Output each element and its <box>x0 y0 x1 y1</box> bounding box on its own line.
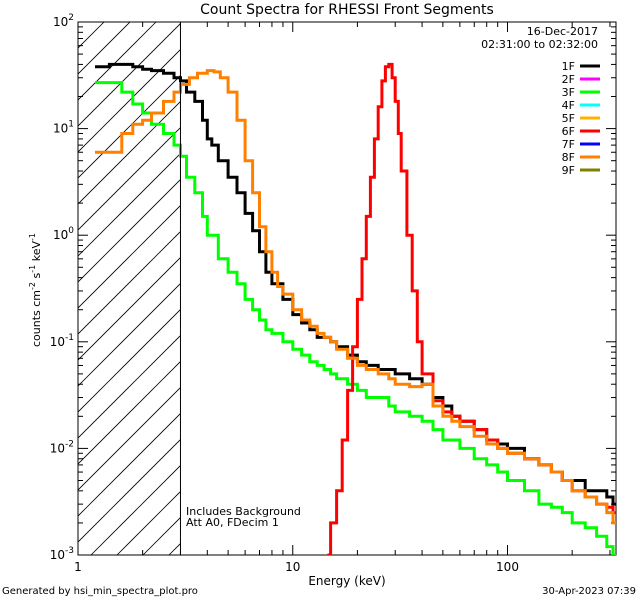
y-tick-label: 10-2 <box>50 439 74 455</box>
x-tick-label: 100 <box>496 560 519 574</box>
hatch-line <box>78 22 181 127</box>
series-3F <box>95 81 616 555</box>
y-tick-label: 100 <box>53 226 74 242</box>
y-tick-label: 10-3 <box>50 546 74 562</box>
y-axis-label: counts cm-2 s-1 keV-1 <box>28 233 43 347</box>
hatch-line <box>78 22 131 75</box>
hatch-line <box>78 74 181 179</box>
hatch-line <box>78 386 181 491</box>
series-1F <box>95 62 616 506</box>
y-tick-label: 102 <box>53 13 74 29</box>
legend-label-7F: 7F <box>562 138 575 151</box>
hatch-line <box>78 126 181 231</box>
hatch-line <box>78 334 181 439</box>
plot-frame <box>77 21 617 556</box>
date-label: 16-Dec-2017 <box>527 25 598 38</box>
hatch-line <box>78 22 79 23</box>
y-tick-label: 101 <box>53 120 74 136</box>
legend-label-6F: 6F <box>562 125 575 138</box>
hatch-line <box>78 100 181 205</box>
legend-label-4F: 4F <box>562 99 575 112</box>
y-axis: 10-3 10-2 10-1 100 101 102 <box>50 13 616 562</box>
hatch-line <box>78 256 181 361</box>
x-axis: 1 10 100 <box>74 22 611 574</box>
annotation-background: Includes Background <box>186 505 301 518</box>
footer-timestamp: 30-Apr-2023 07:39 <box>542 586 636 597</box>
hatch-line <box>78 152 181 257</box>
series-8F <box>95 69 616 525</box>
x-axis-label: Energy (keV) <box>308 574 385 588</box>
time-range-label: 02:31:00 to 02:32:00 <box>481 38 598 51</box>
hatch-line <box>78 438 181 543</box>
footer-generator: Generated by hsi_min_spectra_plot.pro <box>2 586 198 597</box>
hatch-line <box>78 204 181 309</box>
legend-label-9F: 9F <box>562 164 575 177</box>
legend-label-8F: 8F <box>562 151 575 164</box>
annotation-attenuator: Att A0, FDecim 1 <box>186 516 279 529</box>
x-tick-label: 1 <box>74 560 82 574</box>
legend-label-2F: 2F <box>562 73 575 86</box>
legend-label-1F: 1F <box>562 60 575 73</box>
hatch-line <box>78 230 181 335</box>
hatched-region <box>78 22 181 555</box>
hatch-line <box>78 22 105 49</box>
hatch-line <box>78 282 181 387</box>
chart-title: Count Spectra for RHESSI Front Segments <box>200 2 494 18</box>
hatch-line <box>90 464 181 555</box>
legend-label-5F: 5F <box>562 112 575 125</box>
x-tick-label: 10 <box>285 560 300 574</box>
hatch-line <box>78 48 181 153</box>
series-group <box>95 62 616 555</box>
y-tick-label: 10-1 <box>50 333 74 349</box>
legend-label-3F: 3F <box>562 86 575 99</box>
hatch-line <box>78 412 181 517</box>
